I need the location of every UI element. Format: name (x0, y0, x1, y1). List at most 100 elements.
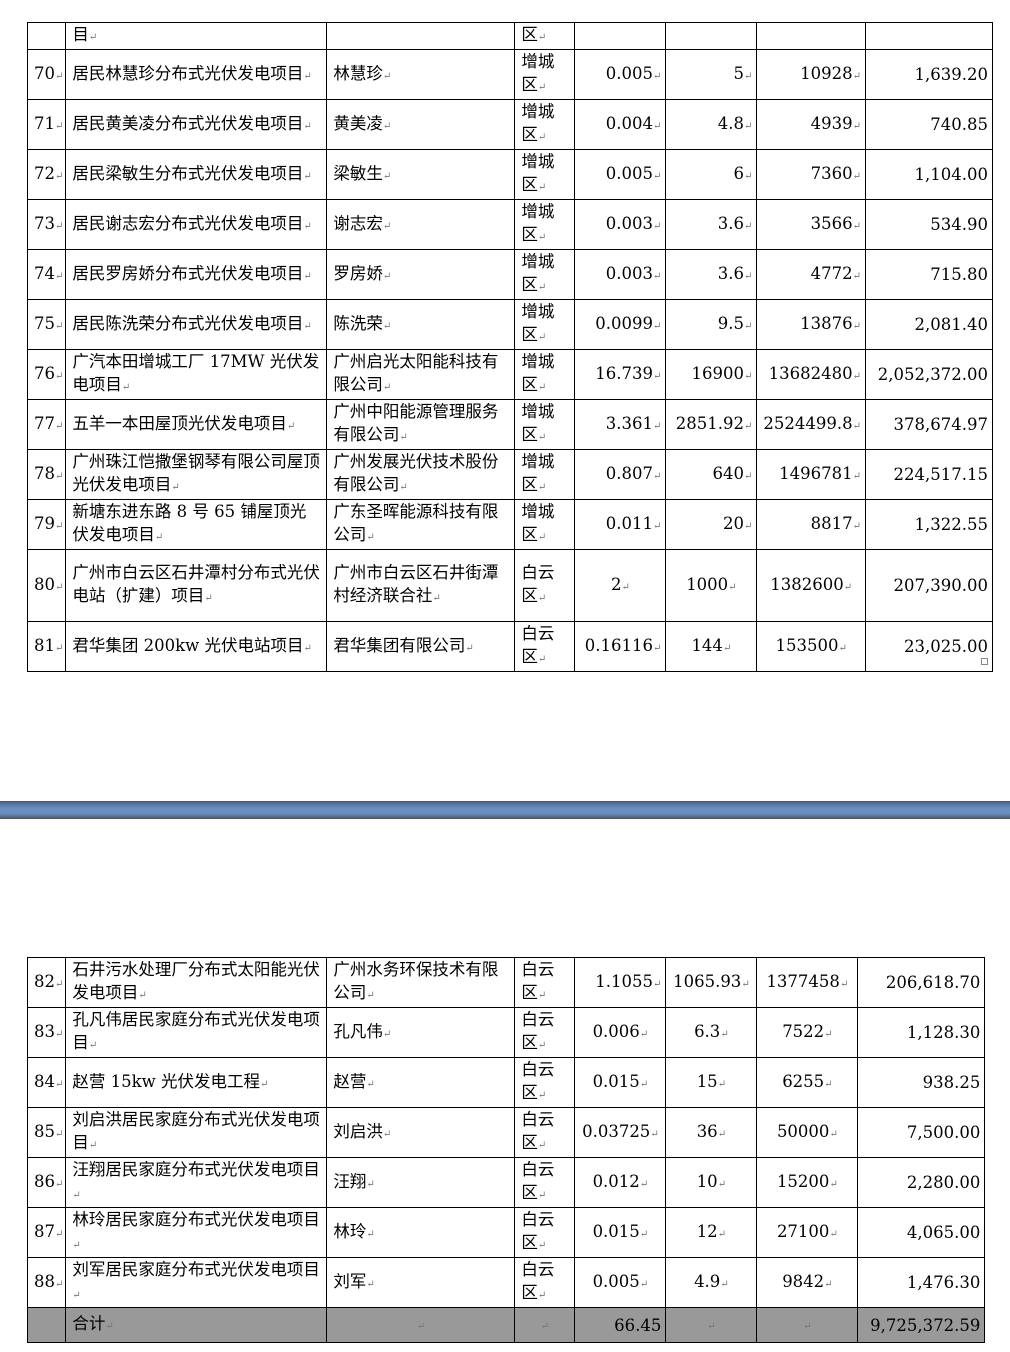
district-cell: 白云区 (514, 1107, 576, 1158)
column-5-value: 3.6 (718, 214, 753, 233)
column-5-value: 20 (723, 514, 752, 533)
column-6-value: 3566 (811, 214, 861, 233)
column-6-value: 9842 (782, 1272, 832, 1291)
amount-cell: 1,476.30 (857, 1257, 986, 1308)
capacity: 0.005 (606, 164, 662, 183)
capacity: 0.015 (593, 1072, 649, 1091)
capacity: 0.015 (593, 1222, 649, 1241)
capacity-cell: 0.012 (574, 1157, 667, 1208)
district: 增城区 (521, 152, 554, 194)
table-row: 78 广州珠江恺撒堡钢琴有限公司屋顶光伏发电项目广州发展光伏技术股份有限公司增城区… (26, 449, 994, 500)
row-number-cell: 84 (26, 1057, 67, 1108)
table-row: 73 居民谢志宏分布式光伏发电项目 谢志宏 增城区 0.003 3.6 3566 534.90 (26, 199, 994, 250)
owner-name: 广州中阳能源管理服务有限公司 (333, 402, 498, 444)
table-row-continued: 目 区 (26, 22, 994, 50)
amount-cell: 1,322.55 (865, 499, 994, 550)
row-number-cell: 77 (26, 399, 67, 450)
owner-name: 林玲 (333, 1222, 374, 1241)
row-number: 75 (34, 314, 63, 333)
row-number: 81 (34, 636, 63, 655)
capacity-cell: 0.003 (574, 249, 667, 300)
district-cell: 白云区 (514, 1007, 576, 1058)
capacity-cell: 0.015 (574, 1057, 667, 1108)
column-6-value: 1496781 (779, 464, 861, 483)
owner-name: 孔凡伟 (333, 1022, 391, 1041)
project-name: 居民陈洗荣分布式光伏发电项目 (72, 314, 311, 333)
column-6-value-cell: 3566 (756, 199, 867, 250)
table-row: 77 五羊一本田屋顶光伏发电项目 广州中阳能源管理服务有限公司增城区 3.361 285… (26, 399, 994, 450)
project-name-cell: 赵营 15kw 光伏发电工程 (65, 1057, 328, 1108)
district: 白云区 (521, 624, 554, 666)
project-name-cell: 居民林慧珍分布式光伏发电项目 (65, 49, 328, 100)
owner-name-cell: 赵营 (326, 1057, 516, 1108)
amount-cell: 378,674.97 (865, 399, 994, 450)
project-name-cell: 广州珠江恺撒堡钢琴有限公司屋顶光伏发电项目 (65, 449, 328, 500)
amount-cell: 938.25 (857, 1057, 986, 1108)
capacity: 1.1055 (595, 972, 661, 991)
table-row: 71 居民黄美凌分布式光伏发电项目 黄美凌 增城区 0.004 4.8 4939 740.85 (26, 99, 994, 150)
capacity: 2 (611, 575, 630, 594)
capacity: 0.807 (606, 464, 662, 483)
district-cell: 增城区 (514, 149, 576, 200)
row-number-cell: 78 (26, 449, 67, 500)
amount: 378,674.97 (893, 415, 989, 434)
column-6-value: 15200 (777, 1172, 838, 1191)
owner-name: 广州启光太阳能科技有限公司 (333, 352, 498, 394)
district: 白云区 (521, 1010, 554, 1052)
capacity-cell: 0.807 (574, 449, 667, 500)
capacity-cell: 1.1055 (574, 957, 667, 1008)
owner-name-cell: 罗房娇 (326, 249, 516, 300)
owner-name: 黄美凌 (333, 114, 391, 133)
project-name: 刘军居民家庭分布式光伏发电项目 (72, 1260, 320, 1302)
row-number-cell: 88 (26, 1257, 67, 1308)
amount: 1,639.20 (914, 65, 989, 84)
owner-name-cell: 刘启洪 (326, 1107, 516, 1158)
table-row: 70 居民林慧珍分布式光伏发电项目 林慧珍 增城区 0.005 5 10928 1,639.2… (26, 49, 994, 100)
column-5-value: 2851.92 (676, 414, 753, 433)
row-number: 87 (34, 1222, 63, 1241)
column-5-value-cell: 640 (665, 449, 758, 500)
project-name: 五羊一本田屋顶光伏发电项目 (72, 414, 295, 433)
owner-name-cell: 君华集团有限公司 (326, 621, 516, 672)
owner-name: 刘启洪 (333, 1122, 391, 1141)
district-cell: 白云区 (514, 549, 576, 622)
owner-name: 刘军 (333, 1272, 374, 1291)
project-name: 新塘东进东路 8 号 65 铺屋顶光伏发电项目 (72, 502, 306, 544)
project-name: 孔凡伟居民家庭分布式光伏发电项目 (72, 1010, 320, 1052)
owner-name-cell: 梁敏生 (326, 149, 516, 200)
capacity: 0.011 (606, 514, 662, 533)
column-6-value-cell: 10928 (756, 49, 867, 100)
amount: 2,081.40 (914, 315, 989, 334)
table-row: 72 居民梁敏生分布式光伏发电项目 梁敏生 增城区 0.005 6 7360 1,104.00 (26, 149, 994, 200)
district-cell: 白云区 (514, 1207, 576, 1258)
column-6-value-cell: 27100 (756, 1207, 859, 1258)
column-5-value: 6 (734, 164, 753, 183)
amount: 4,065.00 (906, 1223, 981, 1242)
column-6-value: 4772 (811, 264, 861, 283)
district-cell: 增城区 (514, 449, 576, 500)
capacity-cell: 0.03725 (574, 1107, 667, 1158)
district-cell: 白云区 (514, 1157, 576, 1208)
owner-name: 君华集团有限公司 (333, 636, 473, 655)
owner-name: 广东圣晖能源科技有限公司 (333, 502, 498, 544)
table-row: 80 广州市白云区石井潭村分布式光伏电站（扩建）项目广州市白云区石井街潭村经济联合… (26, 549, 994, 622)
owner-name-cell: 广州中阳能源管理服务有限公司 (326, 399, 516, 450)
capacity: 0.005 (593, 1272, 649, 1291)
table-row: 85 刘启洪居民家庭分布式光伏发电项目刘启洪 白云区 0.03725 36 50000 7,… (26, 1107, 986, 1158)
capacity: 0.03725 (582, 1122, 659, 1141)
project-name-cell: 居民谢志宏分布式光伏发电项目 (65, 199, 328, 250)
owner-name: 汪翔 (333, 1172, 374, 1191)
column-6-value: 4939 (811, 114, 861, 133)
district-cell: 增城区 (514, 249, 576, 300)
owner-name-cell: 广州水务环保技术有限公司 (326, 957, 516, 1008)
project-name-cell: 刘启洪居民家庭分布式光伏发电项目 (65, 1107, 328, 1158)
district-cell: 增城区 (514, 299, 576, 350)
project-name-cell: 广州市白云区石井潭村分布式光伏电站（扩建）项目 (65, 549, 328, 622)
row-number-cell: 76 (26, 349, 67, 400)
amount: 1,128.30 (906, 1023, 981, 1042)
amount: 534.90 (930, 215, 989, 234)
owner-name: 罗房娇 (333, 264, 391, 283)
project-name-cell: 石井污水处理厂分布式太阳能光伏发电项目 (65, 957, 328, 1008)
amount-cell: 740.85 (865, 99, 994, 150)
amount: 740.85 (930, 115, 989, 134)
